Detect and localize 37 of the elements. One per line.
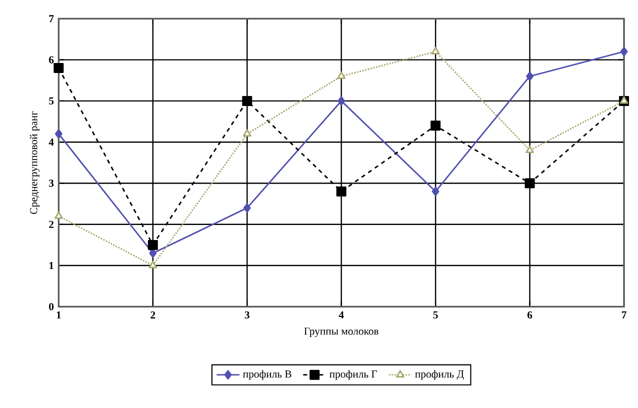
y-tick-label: 5	[49, 97, 54, 104]
point	[431, 46, 440, 54]
y-tick-label: 6	[48, 56, 54, 64]
y-tick-label: 2	[49, 220, 54, 228]
point	[242, 129, 252, 137]
point	[432, 186, 440, 196]
point	[337, 72, 346, 80]
x-axis-title: Группы молоков	[304, 328, 378, 337]
point	[336, 186, 346, 196]
point	[242, 96, 252, 106]
legend-label: профиль В	[243, 370, 292, 380]
point	[430, 120, 441, 131]
x-tick-label: 4	[338, 311, 344, 318]
x-tick-label: 2	[150, 311, 156, 318]
point	[526, 146, 534, 154]
x-tick-label: 1	[56, 311, 61, 318]
y-tick-label: 0	[49, 303, 54, 310]
y-tick-label: 4	[48, 138, 54, 146]
point	[526, 72, 534, 82]
y-tick-label: 3	[49, 180, 54, 187]
point	[148, 240, 158, 250]
legend-label: профиль Г	[330, 370, 378, 380]
legend-label: профиль Д	[415, 370, 464, 380]
point	[620, 46, 628, 56]
y-axis-title: Среднегрупповой ранг	[30, 111, 40, 214]
y-tick-label: 1	[49, 262, 54, 270]
y-tick-label: 7	[49, 15, 54, 22]
point	[524, 178, 535, 188]
point	[243, 203, 251, 213]
point	[148, 260, 158, 268]
x-tick-label: 5	[433, 311, 438, 318]
point	[54, 129, 62, 139]
x-tick-label: 3	[244, 311, 250, 319]
x-tick-label: 7	[622, 311, 626, 318]
point	[54, 63, 64, 74]
x-tick-label: 6	[527, 311, 532, 319]
point	[338, 96, 346, 106]
